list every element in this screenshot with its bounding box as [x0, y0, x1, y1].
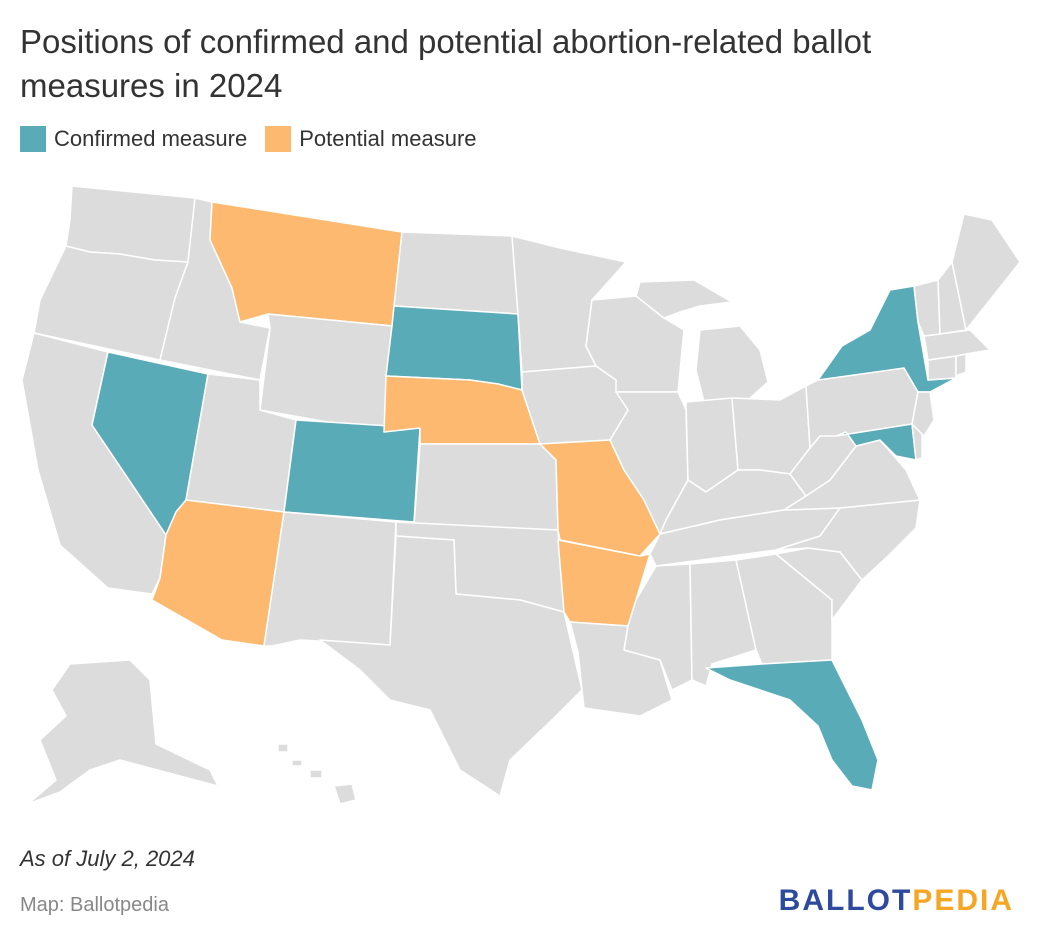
legend-label-confirmed: Confirmed measure	[54, 126, 248, 151]
legend-item-potential: Potential measure	[265, 126, 477, 152]
state-alaska	[27, 659, 219, 805]
state-new-york	[817, 285, 957, 393]
state-wyoming	[259, 313, 393, 433]
logo-part-ballot: BALLOT	[778, 884, 913, 917]
state-colorado	[283, 419, 421, 523]
legend-label-potential: Potential measure	[299, 126, 477, 151]
as-of-date: As of July 2, 2024	[20, 846, 195, 871]
state-florida	[705, 659, 879, 791]
state-arizona	[151, 499, 285, 647]
state-mississippi	[623, 563, 693, 691]
state-montana	[209, 201, 403, 327]
legend-swatch-potential	[265, 126, 292, 152]
state-texas	[319, 535, 583, 797]
state-massachusetts	[923, 329, 991, 361]
state-north-carolina	[775, 499, 921, 581]
state-new-mexico	[263, 511, 397, 647]
ballotpedia-logo: BALLOTPEDIA	[779, 884, 1014, 918]
us-map	[21, 185, 1021, 805]
state-vermont	[913, 279, 941, 337]
state-michigan	[635, 279, 769, 403]
state-rhode-island	[955, 353, 967, 377]
state-new-jersey	[911, 391, 935, 437]
state-north-dakota	[393, 231, 519, 315]
state-kansas	[413, 443, 559, 531]
state-ohio	[731, 385, 811, 475]
map-title: Positions of confirmed and potential abo…	[20, 23, 872, 104]
state-hawaii	[277, 743, 357, 805]
source-credit: Map: Ballotpedia	[20, 894, 169, 916]
legend-item-confirmed: Confirmed measure	[20, 126, 247, 152]
legend-swatch-confirmed	[20, 126, 46, 152]
legend: Confirmed measure Potential measure	[20, 126, 477, 152]
state-maine	[951, 213, 1021, 331]
logo-part-pedia: PEDIA	[912, 884, 1014, 917]
